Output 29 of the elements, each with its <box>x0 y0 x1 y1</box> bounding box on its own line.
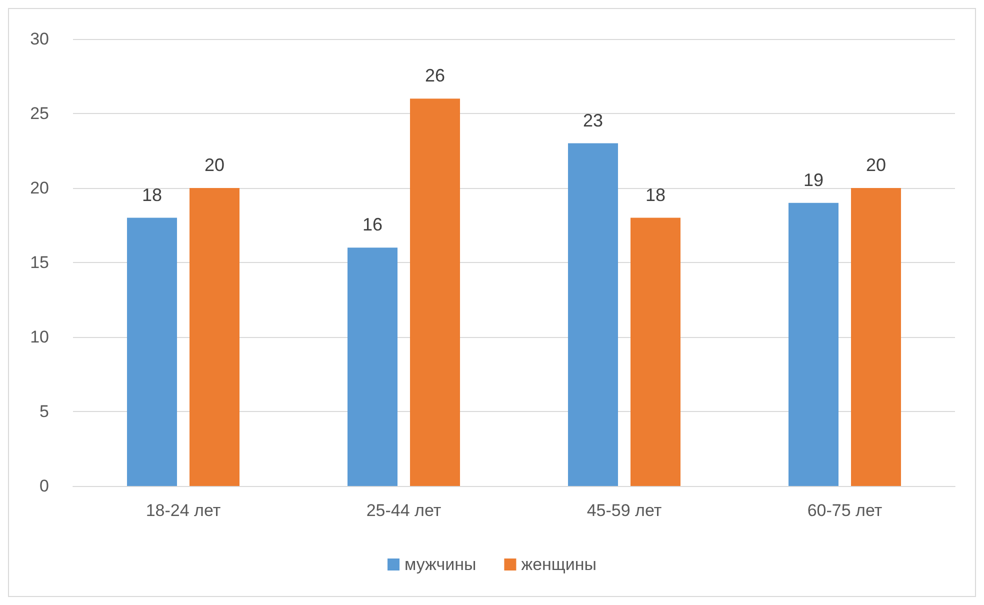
y-tick-label: 10 <box>30 328 49 346</box>
bar <box>410 98 460 486</box>
y-tick-label: 20 <box>30 178 49 198</box>
x-tick-label: 18-24 лет <box>146 501 221 520</box>
x-tick-label: 45-59 лет <box>586 501 662 520</box>
y-tick-label: 0 <box>40 476 49 496</box>
legend-label: женщины <box>521 555 597 574</box>
bar <box>851 188 901 486</box>
data-label: 19 <box>803 170 824 190</box>
y-tick-label: 5 <box>40 402 49 421</box>
data-label: 20 <box>204 155 225 175</box>
data-label: 23 <box>582 110 604 130</box>
bar <box>630 218 680 486</box>
bar <box>190 188 240 486</box>
legend-label: мужчины <box>404 555 476 574</box>
data-label: 20 <box>866 155 886 175</box>
data-label: 26 <box>424 66 446 86</box>
bar <box>127 218 177 486</box>
y-tick-label: 30 <box>30 30 49 48</box>
x-tick-label: 60-75 лет <box>807 501 882 520</box>
bar <box>568 143 618 486</box>
data-label: 16 <box>362 214 383 235</box>
y-tick-label: 15 <box>30 253 49 272</box>
data-label: 18 <box>645 184 666 205</box>
bar <box>348 248 398 486</box>
bar <box>788 202 838 486</box>
data-label: 18 <box>142 184 162 205</box>
x-tick-label: 25-44 лет <box>366 501 442 520</box>
y-tick-label: 25 <box>30 104 49 123</box>
